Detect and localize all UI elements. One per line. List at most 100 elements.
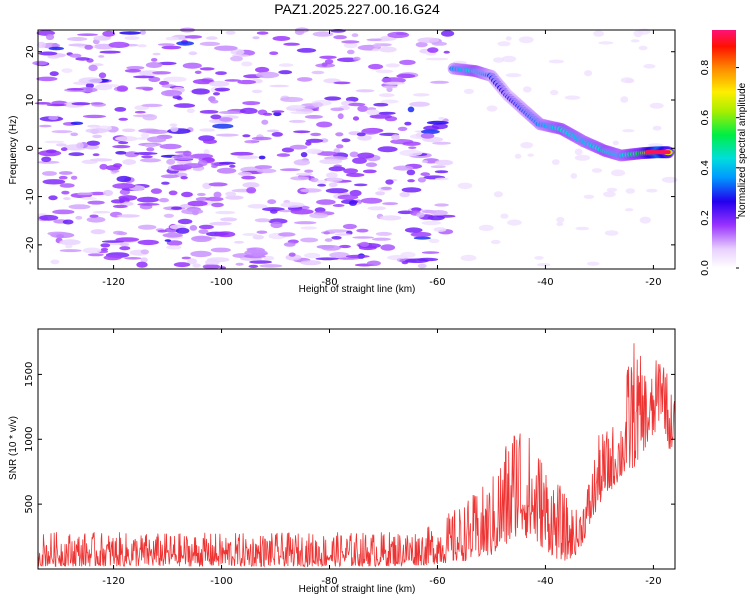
heatmap-cell — [254, 165, 273, 170]
heatmap-cell — [288, 119, 306, 123]
heatmap-cell — [135, 86, 154, 90]
heatmap-cell — [583, 194, 595, 199]
heatmap-cell — [37, 41, 46, 49]
heatmap-cell — [421, 220, 442, 226]
heatmap-cell — [638, 45, 648, 51]
heatmap-cell — [165, 36, 179, 41]
heatmap-cell — [661, 176, 678, 183]
heatmap-cell — [210, 114, 222, 120]
heatmap-cell — [331, 236, 342, 240]
heatmap-cell — [115, 151, 127, 155]
heatmap-cell — [66, 88, 84, 91]
heatmap-cell — [68, 43, 88, 47]
heatmap-cell — [349, 189, 362, 197]
heatmap-cell — [438, 116, 445, 120]
heatmap-cell — [166, 240, 183, 246]
heatmap-cell — [430, 80, 449, 84]
heatmap-cell — [457, 182, 473, 189]
x-tick-label: -60 — [429, 576, 445, 587]
heatmap-cell — [237, 79, 256, 85]
heatmap-cell — [427, 47, 439, 53]
heatmap-cell — [256, 168, 277, 174]
heatmap-cell — [37, 160, 60, 164]
heatmap-cell — [366, 260, 381, 267]
heatmap-cell — [32, 60, 48, 66]
heatmap-cell — [431, 123, 448, 130]
heatmap-cell — [140, 249, 149, 255]
heatmap-cell — [124, 69, 141, 73]
heatmap-cell — [255, 66, 270, 73]
heatmap-cell — [341, 138, 351, 143]
heatmap-cell — [103, 255, 122, 261]
heatmap-cell — [417, 37, 440, 43]
heatmap-cell — [348, 102, 366, 107]
heatmap-cell — [409, 101, 430, 107]
y-tick-label: 20 — [25, 45, 36, 58]
heatmap-cell — [162, 232, 183, 238]
x-tick-label: -40 — [537, 576, 553, 587]
heatmap-cell — [537, 263, 551, 267]
heatmap-cell — [152, 52, 161, 56]
heatmap-cell — [434, 203, 449, 207]
heatmap-cell — [244, 249, 268, 256]
heatmap-cell — [315, 257, 339, 261]
heatmap-cell — [649, 102, 664, 109]
heatmap-cell — [214, 45, 238, 51]
heatmap-cell — [192, 78, 215, 85]
colorbar-tick-label: 0.2 — [700, 210, 711, 226]
heatmap-cell — [288, 104, 306, 109]
heatmap-cell — [622, 129, 635, 133]
heatmap-cell — [570, 173, 578, 179]
heatmap-cell — [638, 28, 651, 35]
heatmap-cell — [337, 113, 344, 120]
heatmap-cell — [119, 242, 130, 247]
heatmap-cell — [375, 231, 392, 236]
heatmap-cell — [45, 33, 55, 41]
heatmap-cell — [87, 253, 104, 257]
heatmap-cell — [294, 221, 317, 225]
heatmap-cell — [56, 234, 65, 239]
heatmap-cell — [198, 224, 214, 230]
heatmap-cell — [377, 146, 398, 153]
heatmap-cell — [406, 169, 416, 176]
heatmap-cell — [182, 62, 202, 69]
heatmap-cell — [117, 231, 128, 236]
heatmap-cell — [99, 50, 121, 54]
heatmap-cell — [90, 102, 104, 105]
heatmap-cell — [170, 126, 179, 132]
heatmap-cell — [98, 72, 107, 79]
heatmap-cell — [168, 190, 178, 196]
heatmap-cell — [118, 117, 128, 121]
heatmap-cell — [556, 216, 565, 223]
heatmap-cell — [311, 70, 325, 75]
heatmap-cell — [122, 159, 137, 165]
heatmap-cell — [625, 188, 635, 194]
heatmap-cell — [85, 83, 94, 89]
heatmap-cell — [192, 210, 199, 216]
heatmap-cell — [335, 132, 344, 137]
heatmap-cell — [527, 153, 534, 157]
heatmap-cell — [333, 148, 341, 154]
heatmap-cell — [375, 69, 394, 74]
heatmap-cell — [41, 156, 52, 162]
heatmap-cell — [361, 128, 380, 135]
heatmap-cell — [115, 237, 140, 242]
heatmap-cell — [208, 182, 228, 187]
heatmap-cell — [430, 210, 448, 216]
heatmap-cell — [356, 228, 369, 233]
heatmap-cell — [88, 64, 98, 72]
heatmap-cell — [255, 71, 280, 79]
heatmap-cell — [47, 55, 61, 59]
snr-y-ticks: 500 1000 1500 — [24, 362, 675, 514]
heatmap-cell — [319, 158, 343, 165]
heatmap-cell — [139, 30, 146, 35]
heatmap-cell — [159, 80, 170, 86]
heatmap-cell — [161, 45, 182, 50]
heatmap-cell — [379, 215, 402, 221]
heatmap-cell — [190, 250, 212, 258]
heatmap-cell — [192, 167, 204, 172]
heatmap-cell — [211, 202, 224, 208]
heatmap-cell — [161, 181, 170, 185]
heatmap-cell — [68, 204, 91, 210]
heatmap-cell — [337, 194, 359, 200]
